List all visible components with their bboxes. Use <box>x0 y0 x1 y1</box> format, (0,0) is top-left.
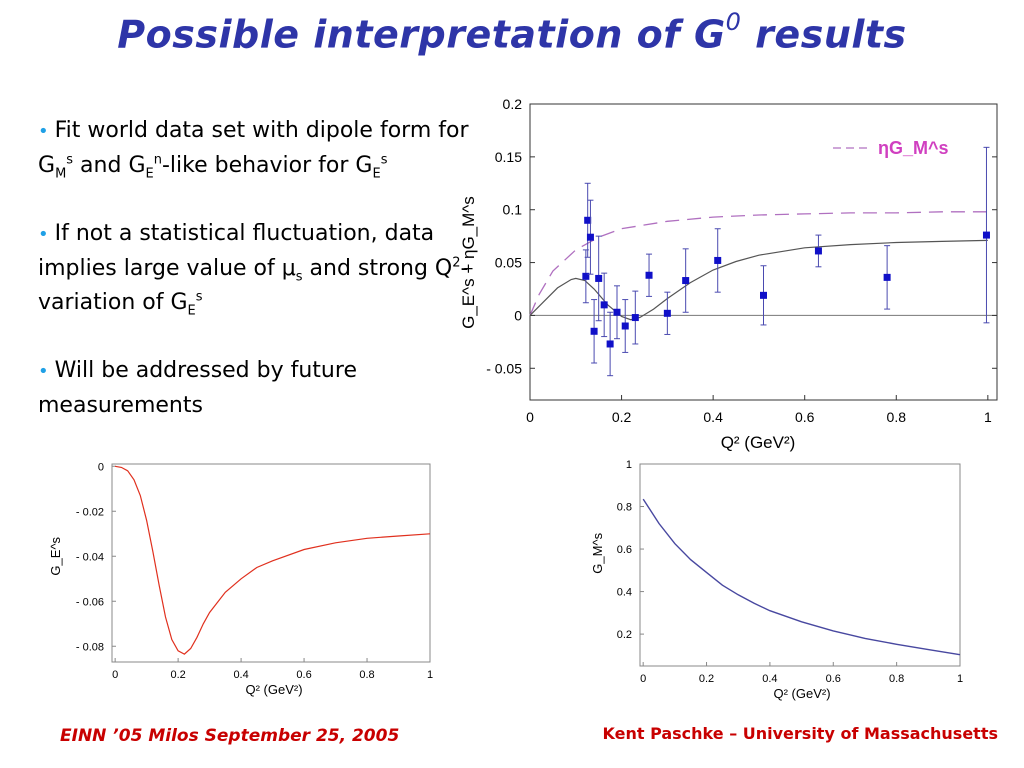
data-point <box>645 271 653 279</box>
y-tick-label: 0.05 <box>495 255 522 271</box>
x-tick-label: 0.4 <box>233 669 248 681</box>
data-point <box>814 247 822 255</box>
data-point <box>663 309 671 317</box>
bullet-text: and G <box>73 153 146 178</box>
x-axis-label: Q² (GeV²) <box>245 682 302 697</box>
x-tick-label: 0.2 <box>699 673 714 685</box>
data-point <box>600 301 608 309</box>
bullet-item: • Fit world data set with dipole form for… <box>38 114 478 183</box>
bullet-text: and strong Q <box>302 256 453 281</box>
bullet-text: s <box>195 289 203 305</box>
y-tick-label: 1 <box>626 459 632 471</box>
x-axis-label: Q² (GeV²) <box>721 433 796 452</box>
data-point <box>584 216 592 224</box>
y-tick-label: 0.2 <box>503 96 523 112</box>
bullet-text: n <box>153 152 162 168</box>
x-tick-label: 0.6 <box>795 409 815 425</box>
y-tick-label: 0.6 <box>617 544 632 556</box>
y-tick-label: 0.15 <box>495 149 522 165</box>
bullet-text: E <box>187 303 196 319</box>
bullet-text: s <box>66 152 74 168</box>
x-tick-label: 0.8 <box>889 673 904 685</box>
data-point <box>883 273 891 281</box>
x-axis-label: Q² (GeV²) <box>773 686 830 701</box>
x-tick-label: 0.8 <box>887 409 907 425</box>
y-axis-label: G_E^s + ηG_M^s <box>459 196 478 329</box>
y-tick-label: - 0.02 <box>76 506 104 518</box>
bullet-text: Fit world data set with dipole form for … <box>38 118 469 178</box>
bullet-text: -like behavior for G <box>161 153 373 178</box>
data-point <box>631 314 639 322</box>
bullet-item: • If not a statistical fluctuation, data … <box>38 217 478 320</box>
y-tick-label: 0 <box>514 307 522 323</box>
slide-title: Possible interpretation of G0 results <box>117 8 907 57</box>
x-tick-label: 1 <box>957 673 963 685</box>
bullet-text: -variation of G <box>38 256 469 315</box>
x-tick-label: 0 <box>640 673 646 685</box>
y-tick-label: 0.4 <box>617 587 632 599</box>
data-point <box>621 322 629 330</box>
footer-author: Kent Paschke – University of Massachuset… <box>602 724 998 743</box>
data-point <box>760 291 767 299</box>
y-tick-label: - 0.06 <box>76 596 104 608</box>
data-point <box>590 327 598 335</box>
fit-curve <box>529 239 988 321</box>
x-tick-label: 1 <box>427 669 433 681</box>
data-point <box>714 256 722 264</box>
bullet-dot-icon: • <box>38 121 49 142</box>
eta-gm-dashed-curve <box>529 211 988 316</box>
data-point <box>595 274 603 282</box>
y-tick-label: 0.2 <box>617 629 632 641</box>
x-tick-label: 0.4 <box>703 409 723 425</box>
bullet-text: E <box>145 166 154 182</box>
y-tick-label: 0.8 <box>617 502 632 514</box>
y-axis-label: G_M^s <box>590 532 605 573</box>
bullet-list: • Fit world data set with dipole form for… <box>38 114 478 457</box>
gm-line-chart: 1 0.8 0.6 0.4 0.2 0 0.2 0.4 0.6 0.8 1 Q² (GeV²) G_M^… <box>590 459 963 701</box>
bullet-text: E <box>372 166 381 182</box>
x-tick-label: 0.2 <box>612 409 632 425</box>
footer-event: EINN ’05 Milos September 25, 2005 <box>60 726 400 746</box>
bullet-text: s <box>295 269 303 285</box>
x-tick-label: 0 <box>112 669 118 681</box>
bullet-text: μ <box>281 256 296 281</box>
plot-frame <box>529 103 998 401</box>
x-tick-label: 0.6 <box>296 669 311 681</box>
data-point <box>582 272 590 280</box>
plot-frame <box>111 463 431 663</box>
x-tick-label: 0.6 <box>826 673 841 685</box>
gm-curve <box>642 498 961 656</box>
y-tick-label: 0 <box>98 461 104 473</box>
bullet-text: If not a statistical fluctuation, data i… <box>38 221 435 281</box>
y-tick-label: - 0.04 <box>76 551 104 563</box>
ge-curve <box>114 465 431 655</box>
data-point <box>586 233 594 241</box>
data-point <box>682 277 690 285</box>
x-tick-label: 1 <box>984 409 992 425</box>
x-tick-label: 0 <box>526 409 534 425</box>
plot-frame <box>639 463 961 667</box>
legend-label: ηG_M^s <box>878 138 949 158</box>
bullet-text: s <box>380 152 388 168</box>
bullet-item: • Will be addressed by future measurement… <box>38 354 478 423</box>
y-tick-label: 0.1 <box>503 202 523 218</box>
data-point <box>613 308 621 316</box>
bullet-dot-icon: • <box>38 361 49 382</box>
y-tick-label: - 0.05 <box>486 360 522 376</box>
bullet-text: Will be addressed by future measurements <box>38 358 357 418</box>
data-point <box>606 340 614 348</box>
x-tick-label: 0.4 <box>762 673 777 685</box>
y-axis-label: G_E^s <box>48 536 63 575</box>
data-point <box>982 231 990 239</box>
x-tick-label: 0.8 <box>359 669 374 681</box>
x-tick-label: 0.2 <box>170 669 185 681</box>
y-tick-label: - 0.08 <box>76 641 104 653</box>
main-scatter-chart: 0.2 0.15 0.1 0.05 0 - 0.05 0 0.2 0.4 0.6 0.8 1 Q² (G… <box>459 96 998 452</box>
ge-line-chart: 0 - 0.02 - 0.04 - 0.06 - 0.08 0 0.2 0.4 0.6 0.8 1 Q… <box>48 461 433 697</box>
bullet-dot-icon: • <box>38 224 49 245</box>
bullet-text: M <box>55 166 67 182</box>
bullet-text: 2 <box>452 255 461 271</box>
